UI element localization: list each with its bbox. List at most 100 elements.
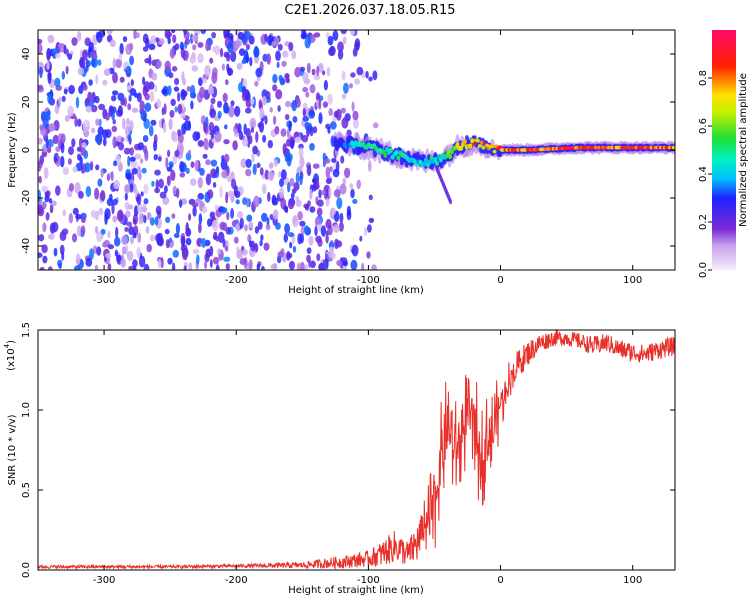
spectrogram-noise-cell: [201, 237, 207, 248]
spectrogram-noise-cell: [192, 205, 197, 217]
spectrogram-signal-core: [424, 157, 428, 163]
spectrogram-noise-cell: [222, 238, 226, 248]
spectrogram-noise-cell: [140, 206, 148, 213]
spectrogram-noise-cell: [122, 36, 128, 43]
spectrogram-noise-cell: [219, 47, 224, 58]
spectrogram-noise-cell: [96, 231, 103, 243]
spectrogram-noise-cell: [314, 226, 318, 237]
spectrogram-noise-cell: [336, 108, 342, 121]
spectrogram-noise-cell: [325, 178, 332, 185]
spectrogram-noise-cell: [288, 120, 292, 132]
spectrogram-signal-core: [472, 142, 477, 146]
spectrogram-noise-cell: [256, 162, 261, 168]
spectrogram-noise-cell: [248, 35, 255, 45]
spectrogram-noise-cell: [253, 195, 260, 208]
spectrogram-noise-cell: [329, 166, 333, 172]
spectrogram-noise-cell: [209, 57, 214, 64]
spectrogram-noise-cell: [204, 253, 210, 263]
snr-x-label: Height of straight line (km): [288, 585, 424, 596]
spectrogram-noise-cell: [136, 246, 141, 259]
spectrogram-noise-cell: [170, 98, 176, 107]
spectrogram-noise-cell: [300, 33, 307, 40]
spectrogram-noise-cell: [320, 225, 327, 237]
spectrogram-noise-cell: [111, 95, 117, 102]
snr-y-tick-label: 0.5: [21, 482, 32, 498]
spectrogram-noise-cell: [155, 205, 162, 215]
spectrogram-noise-cell: [325, 258, 329, 270]
spectrogram-noise-cell: [337, 41, 344, 52]
spectrogram-y-tick-label: 0: [21, 147, 32, 153]
spectrogram-noise-cell: [191, 34, 199, 42]
spectrogram-noise-cell: [367, 224, 372, 233]
spectrogram-noise-cell: [249, 135, 253, 144]
spectrogram-noise-cell: [350, 72, 356, 78]
spectrogram-noise-cell: [154, 169, 161, 176]
spectrogram-noise-cell: [198, 213, 203, 225]
spectrogram-noise-cell: [124, 192, 128, 201]
spectrogram-noise-cell: [138, 213, 144, 225]
spectrogram-noise-cell: [61, 251, 65, 261]
spectrogram-noise-cell: [327, 93, 333, 105]
spectrogram-noise-cell: [356, 66, 364, 76]
spectrogram-noise-cell: [245, 127, 251, 139]
spectrogram-noise-cell: [195, 198, 202, 204]
snr-frame: [37, 329, 676, 571]
spectrogram-noise-cell: [172, 154, 178, 165]
spectrogram-noise-cell: [275, 89, 283, 100]
spectrogram-noise-cell: [236, 211, 244, 219]
spectrogram-noise-cell: [253, 45, 259, 58]
spectrogram-noise-cell: [91, 209, 96, 219]
spectrogram-noise-cell: [340, 155, 345, 164]
spectrogram-noise-cell: [257, 221, 263, 230]
spectrogram-noise-cell: [313, 32, 321, 38]
spectrogram-noise-cell: [212, 182, 217, 188]
spectrogram-noise-cell: [46, 50, 51, 62]
spectrogram-noise-cell: [110, 106, 117, 114]
spectrogram-noise-cell: [162, 196, 170, 205]
colorbar-tick-label: 0.2: [698, 214, 709, 230]
spectrogram-noise-cell: [287, 182, 291, 193]
spectrogram-noise-cell: [275, 50, 281, 61]
colorbar-gradient: [712, 30, 736, 270]
spectrogram-noise-cell: [80, 225, 86, 237]
spectrogram-noise-cell: [47, 72, 52, 85]
spectrogram-noise-cell: [107, 244, 114, 250]
spectrogram-noise-cell: [217, 248, 222, 255]
spectrogram-noise-cell: [90, 104, 98, 113]
spectrogram-noise-cell: [300, 226, 305, 236]
spectrogram-noise-cell: [242, 249, 248, 256]
spectrogram-noise-cell: [100, 228, 106, 235]
spectrogram-noise-cell: [235, 223, 240, 232]
spectrogram-noise-cell: [110, 171, 114, 182]
spectrogram-noise-cell: [283, 233, 288, 243]
snr-y-tick-label: 0.0: [21, 562, 32, 578]
spectrogram-noise-cell: [90, 161, 94, 171]
spectrogram-noise-cell: [71, 138, 76, 148]
spectrogram-noise-cell: [38, 84, 44, 91]
spectrogram-noise-cell: [47, 93, 53, 105]
spectrogram-noise-cell: [62, 166, 69, 176]
spectrogram-noise-cell: [139, 100, 145, 112]
spectrogram-noise-cell: [312, 182, 317, 192]
spectrogram-noise-cell: [190, 178, 197, 186]
spectrogram-noise-cell: [115, 226, 119, 239]
spectrogram-noise-cell: [271, 40, 276, 47]
spectrogram-noise-cell: [271, 194, 277, 206]
spectrogram-signal-core: [396, 155, 401, 161]
spectrogram-noise-cell: [295, 199, 302, 207]
spectrogram-noise-cell: [308, 109, 316, 119]
spectrogram-noise-cell: [304, 37, 311, 49]
spectrogram-noise-cell: [359, 235, 363, 242]
spectrogram-noise-cell: [316, 253, 321, 262]
spectrogram-noise-cell: [211, 219, 219, 231]
spectrogram-noise-cell: [57, 43, 64, 49]
spectrogram-noise-cell: [88, 101, 95, 107]
spectrogram-y-label: Frequency (Hz): [7, 112, 18, 188]
spectrogram-noise-cell: [165, 31, 173, 38]
spectrogram-noise-cell: [264, 33, 268, 42]
spectrogram-noise-cell: [42, 118, 49, 128]
spectrogram-noise-cell: [183, 265, 187, 270]
spectrogram-noise-cell: [188, 261, 193, 270]
spectrogram-noise-cell: [230, 100, 235, 107]
